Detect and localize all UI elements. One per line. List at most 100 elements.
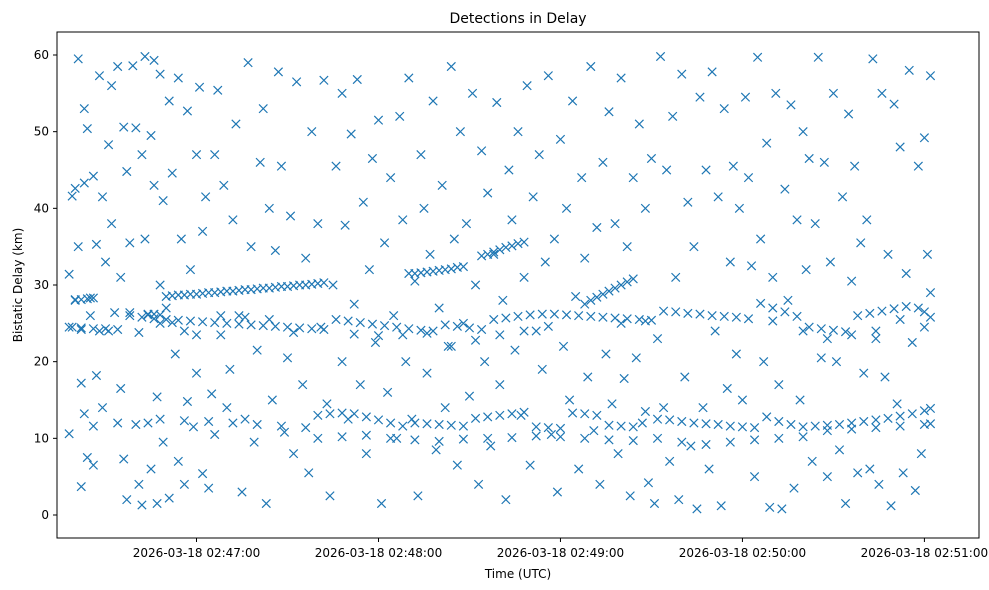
data-point: [398, 215, 408, 225]
data-point: [671, 307, 681, 317]
data-point: [495, 330, 505, 340]
data-point: [379, 238, 390, 248]
data-point: [149, 55, 159, 65]
data-point: [113, 418, 123, 428]
data-point: [871, 415, 881, 425]
data-point: [264, 203, 274, 213]
data-point: [862, 215, 872, 225]
data-point: [701, 165, 711, 175]
data-point: [434, 303, 444, 313]
data-point: [850, 161, 860, 171]
data-point: [70, 183, 80, 194]
chart-title: Detections in Delay: [449, 11, 586, 27]
data-point: [325, 409, 335, 419]
data-point: [592, 292, 602, 302]
data-point: [88, 293, 99, 303]
y-tick-label: 50: [34, 125, 49, 139]
data-point: [361, 449, 371, 459]
data-point: [282, 353, 293, 363]
data-point: [152, 392, 162, 402]
data-point: [616, 73, 626, 83]
data-point: [191, 368, 202, 378]
data-point: [531, 326, 541, 336]
data-point: [604, 420, 614, 430]
data-point: [610, 283, 620, 293]
data-point: [922, 249, 933, 259]
data-point: [616, 280, 626, 290]
data-point: [834, 445, 845, 455]
data-point: [167, 317, 177, 328]
data-point: [537, 364, 547, 374]
data-point: [200, 192, 211, 202]
data-point: [222, 318, 232, 328]
data-point: [476, 324, 487, 335]
data-point: [125, 311, 135, 321]
data-point: [106, 219, 117, 229]
data-point: [574, 464, 584, 474]
data-point: [874, 479, 884, 489]
data-point: [67, 322, 77, 332]
x-axis-label: Time (UTC): [484, 567, 551, 581]
data-point: [543, 422, 553, 433]
data-point: [531, 431, 541, 441]
data-point: [173, 315, 183, 325]
x-tick-label: 2026-03-18 02:50:00: [679, 546, 806, 560]
data-point: [713, 192, 723, 202]
data-point: [319, 75, 329, 85]
data-point: [486, 441, 496, 451]
data-point: [571, 291, 581, 302]
data-point: [449, 234, 459, 244]
data-point: [164, 96, 174, 106]
data-point: [155, 280, 165, 290]
data-point: [155, 318, 165, 328]
data-point: [525, 460, 535, 470]
data-point: [492, 97, 502, 108]
data-point: [452, 460, 462, 470]
data-point: [434, 436, 444, 447]
data-point: [737, 395, 748, 405]
data-point: [792, 215, 802, 225]
data-point: [419, 203, 429, 213]
data-point: [501, 495, 511, 505]
data-point: [610, 219, 620, 229]
data-point: [722, 383, 732, 394]
data-point: [543, 71, 553, 81]
data-point: [358, 197, 368, 207]
data-point: [322, 399, 332, 409]
data-point: [686, 441, 696, 451]
data-point: [191, 330, 202, 340]
data-point: [871, 334, 881, 344]
data-point: [889, 304, 899, 314]
data-point: [507, 241, 517, 251]
y-axis-label: Bistatic Delay (km): [11, 228, 25, 343]
data-point: [737, 422, 748, 432]
data-point: [404, 73, 414, 83]
data-point: [822, 334, 832, 344]
data-point: [128, 61, 138, 71]
data-point: [367, 319, 378, 329]
data-point: [340, 220, 350, 230]
data-point: [837, 192, 848, 202]
data-point: [140, 51, 150, 62]
data-point: [76, 323, 86, 333]
data-point: [795, 395, 805, 405]
data-point: [76, 482, 86, 492]
data-point: [113, 324, 123, 335]
data-point: [197, 468, 208, 479]
data-point: [695, 309, 705, 319]
data-point: [762, 412, 772, 422]
data-point: [88, 171, 99, 181]
data-point: [692, 504, 702, 514]
data-point: [301, 422, 311, 433]
data-point: [458, 261, 469, 272]
data-point: [780, 307, 790, 317]
data-point: [349, 409, 359, 419]
data-point: [743, 314, 754, 324]
data-point: [695, 92, 705, 102]
data-point: [319, 324, 329, 335]
data-point: [540, 257, 550, 267]
data-point: [853, 311, 863, 321]
data-point: [577, 173, 587, 183]
data-point: [234, 311, 244, 321]
data-point: [871, 326, 881, 336]
